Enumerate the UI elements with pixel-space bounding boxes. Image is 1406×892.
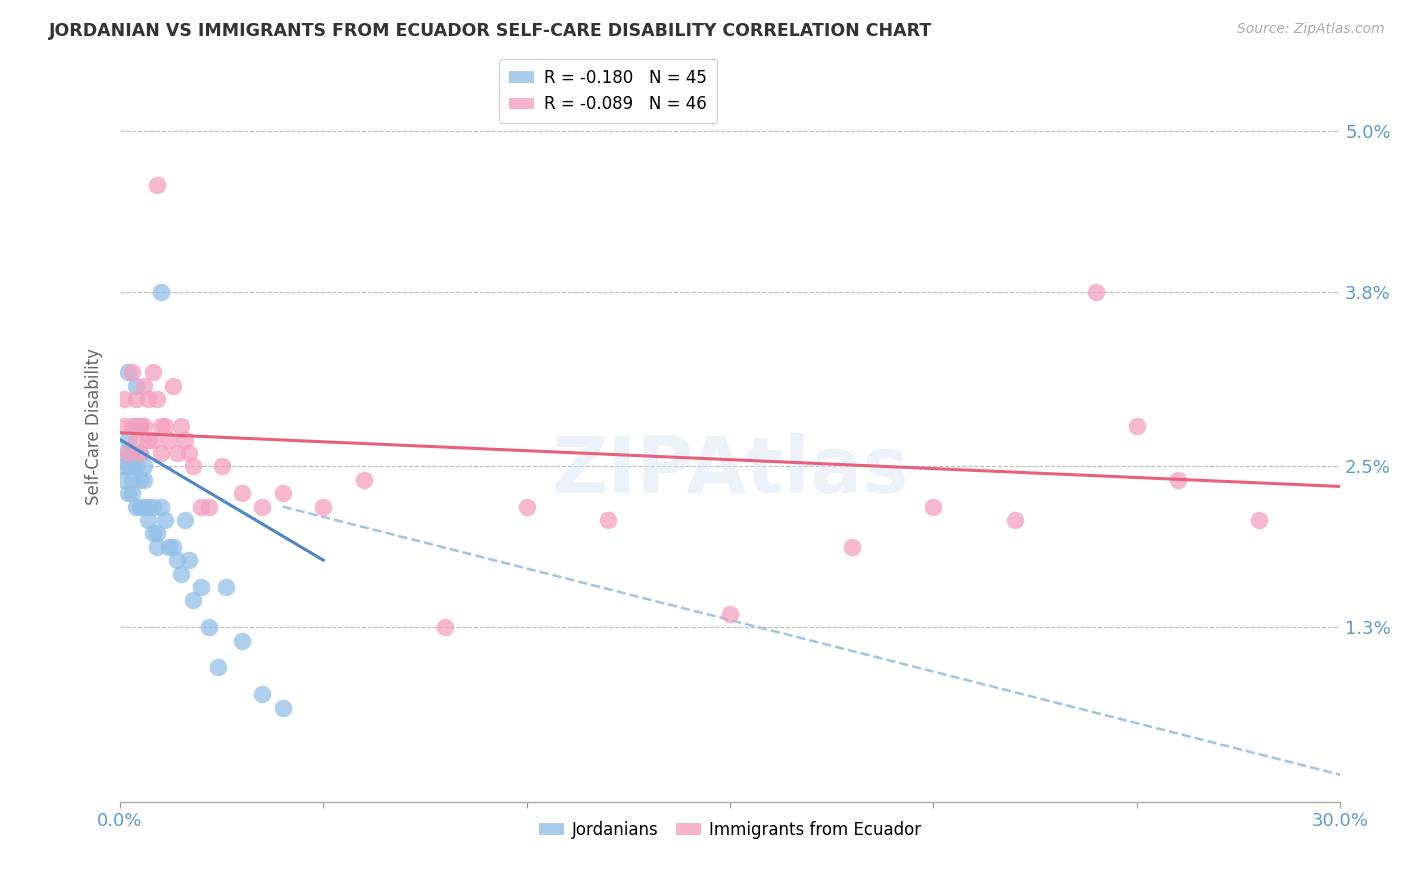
Point [516, 500, 538, 514]
Point [125, 419, 148, 434]
Point [134, 500, 156, 514]
Point [134, 419, 156, 434]
Point [166, 446, 188, 460]
Point [145, 540, 167, 554]
Point [312, 500, 335, 514]
Point [129, 419, 152, 434]
Point [1126, 419, 1149, 434]
Point [138, 433, 160, 447]
Point [153, 419, 176, 434]
Point [134, 473, 156, 487]
Point [149, 285, 172, 299]
Point [129, 446, 152, 460]
Point [129, 500, 152, 514]
Point [121, 473, 143, 487]
Point [252, 687, 274, 701]
Point [125, 500, 148, 514]
Point [125, 459, 148, 474]
Point [1085, 285, 1108, 299]
Point [145, 526, 167, 541]
Point [112, 473, 135, 487]
Point [121, 446, 143, 460]
Point [157, 433, 180, 447]
Point [149, 419, 172, 434]
Point [121, 366, 143, 380]
Point [271, 700, 294, 714]
Point [181, 459, 204, 474]
Point [174, 513, 197, 527]
Point [1004, 513, 1026, 527]
Point [138, 392, 160, 407]
Point [129, 446, 152, 460]
Point [117, 446, 139, 460]
Point [596, 513, 619, 527]
Point [138, 513, 160, 527]
Point [138, 500, 160, 514]
Point [134, 459, 156, 474]
Point [353, 473, 375, 487]
Point [112, 419, 135, 434]
Point [112, 459, 135, 474]
Point [153, 513, 176, 527]
Point [181, 593, 204, 607]
Point [922, 500, 945, 514]
Text: JORDANIAN VS IMMIGRANTS FROM ECUADOR SELF-CARE DISABILITY CORRELATION CHART: JORDANIAN VS IMMIGRANTS FROM ECUADOR SEL… [49, 22, 932, 40]
Point [112, 392, 135, 407]
Point [141, 526, 163, 541]
Point [231, 633, 253, 648]
Point [121, 419, 143, 434]
Legend: Jordanians, Immigrants from Ecuador: Jordanians, Immigrants from Ecuador [533, 814, 928, 846]
Point [141, 433, 163, 447]
Point [271, 486, 294, 500]
Point [190, 580, 212, 594]
Point [211, 459, 233, 474]
Point [1247, 513, 1270, 527]
Point [170, 419, 193, 434]
Point [162, 540, 184, 554]
Point [117, 433, 139, 447]
Point [215, 580, 238, 594]
Point [117, 486, 139, 500]
Point [121, 459, 143, 474]
Point [198, 500, 221, 514]
Point [157, 540, 180, 554]
Point [198, 620, 221, 634]
Point [145, 392, 167, 407]
Point [841, 540, 863, 554]
Point [141, 366, 163, 380]
Point [179, 446, 201, 460]
Point [117, 459, 139, 474]
Point [129, 419, 152, 434]
Y-axis label: Self-Care Disability: Self-Care Disability [86, 348, 103, 505]
Point [174, 433, 197, 447]
Point [166, 553, 188, 567]
Point [125, 379, 148, 393]
Point [141, 500, 163, 514]
Point [134, 379, 156, 393]
Text: Source: ZipAtlas.com: Source: ZipAtlas.com [1237, 22, 1385, 37]
Point [125, 433, 148, 447]
Point [129, 473, 152, 487]
Point [718, 607, 741, 621]
Point [125, 392, 148, 407]
Point [112, 446, 135, 460]
Point [207, 660, 229, 674]
Point [145, 178, 167, 192]
Point [179, 553, 201, 567]
Text: ZIPAtlas: ZIPAtlas [551, 434, 908, 509]
Point [170, 566, 193, 581]
Point [190, 500, 212, 514]
Point [121, 486, 143, 500]
Point [231, 486, 253, 500]
Point [117, 366, 139, 380]
Point [434, 620, 457, 634]
Point [149, 500, 172, 514]
Point [252, 500, 274, 514]
Point [149, 446, 172, 460]
Point [1167, 473, 1189, 487]
Point [162, 379, 184, 393]
